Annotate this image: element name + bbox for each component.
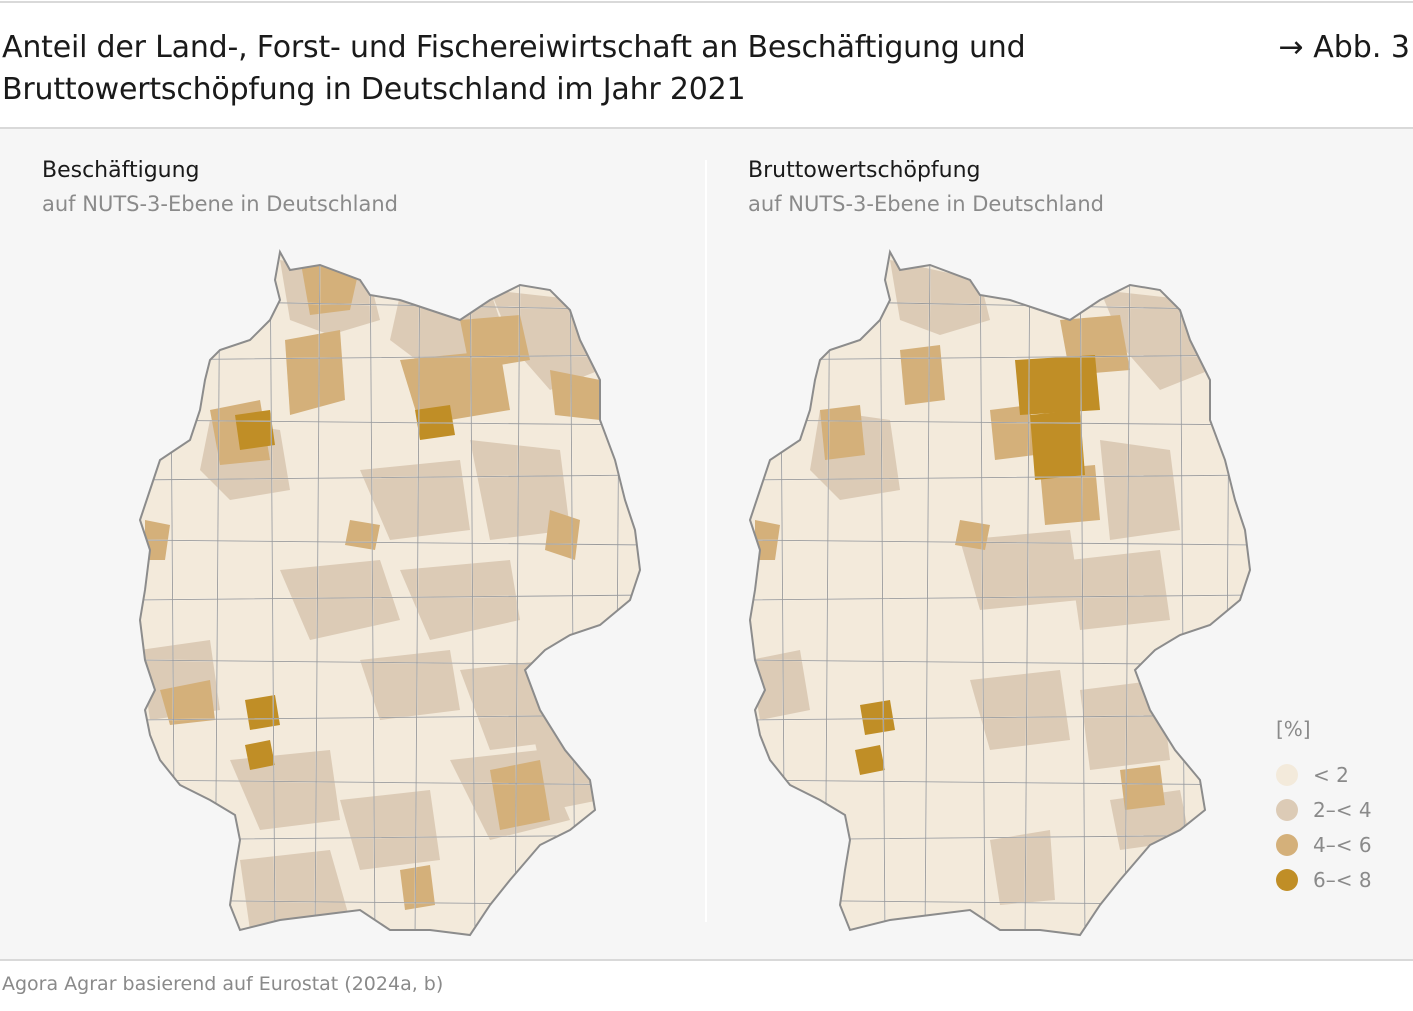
map-title-gva: Bruttowertschöpfung xyxy=(748,158,981,183)
map-subtitle-employment: auf NUTS-3-Ebene in Deutschland xyxy=(42,192,399,216)
figure-title: Anteil der Land-, Forst- und Fischereiwi… xyxy=(2,30,1026,107)
panel-divider xyxy=(705,160,707,922)
legend-item-6-8: 6–< 8 xyxy=(1276,867,1372,893)
legend-item-lt2: < 2 xyxy=(1276,762,1349,788)
legend-label: 4–< 6 xyxy=(1313,833,1372,857)
legend-item-2-4: 2–< 4 xyxy=(1276,797,1372,823)
legend-swatch xyxy=(1276,764,1298,786)
legend-label: 6–< 8 xyxy=(1313,868,1372,892)
legend-swatch xyxy=(1276,834,1298,856)
germany-map-employment xyxy=(138,249,642,937)
legend-label: 2–< 4 xyxy=(1313,798,1372,822)
footer-rule xyxy=(0,959,1413,961)
legend-swatch xyxy=(1276,869,1298,891)
header-rule xyxy=(0,127,1413,129)
map-title-employment: Beschäftigung xyxy=(42,158,200,183)
top-rule xyxy=(0,1,1413,3)
germany-map-gva xyxy=(748,249,1252,937)
legend-item-4-6: 4–< 6 xyxy=(1276,832,1372,858)
map-subtitle-gva: auf NUTS-3-Ebene in Deutschland xyxy=(748,192,1105,216)
figure-reference: → Abb. 3 xyxy=(1278,30,1410,65)
source-note: Agora Agrar basierend auf Eurostat (2024… xyxy=(2,973,444,995)
legend-label: < 2 xyxy=(1313,763,1349,787)
legend-swatch xyxy=(1276,799,1298,821)
legend-title: [%] xyxy=(1276,717,1311,741)
